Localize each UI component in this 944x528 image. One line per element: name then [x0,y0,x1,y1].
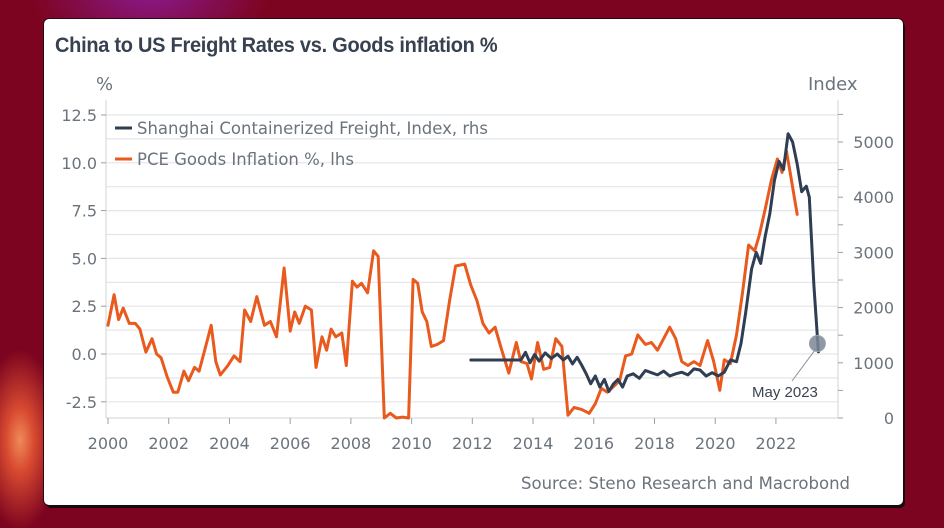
x-axis-tick-label: 2014 [513,434,554,453]
x-axis-tick-label: 2000 [88,434,129,453]
annotation-leader-line [791,349,816,382]
left-axis-tick-label: 10.0 [61,154,97,173]
x-axis-tick-label: 2006 [270,434,311,453]
right-axis-tick-label: 5000 [853,133,894,152]
left-axis-unit-label: % [96,74,113,95]
x-axis-tick-label: 2018 [634,434,675,453]
series-lines [106,132,820,420]
series-line-pce-goods-inflation [106,149,799,420]
x-axis-tick-label: 2022 [756,434,797,453]
legend-label-pce: PCE Goods Inflation %, lhs [137,150,354,169]
left-axis-tick-label: 0.0 [72,345,97,364]
axes: % Index -2.5 0.0 2.5 5.0 7.5 10.0 12.5 0 1000 200… [61,74,894,453]
annotation-label-may-2023: May 2023 [752,384,818,401]
left-axis-tick-label: 5.0 [72,249,97,268]
x-axis-tick-label: 2012 [452,434,493,453]
x-axis-tick-label: 2008 [331,434,372,453]
right-axis-tick-label: 4000 [853,188,894,207]
annotation-marker [808,334,826,352]
right-axis-tick-label: 3000 [853,243,894,262]
right-axis-tick-label: 2000 [853,299,894,318]
x-axis-tick-label: 2002 [148,434,189,453]
right-axis-unit-label: Index [808,74,858,95]
right-axis-tick-label: 0 [884,409,894,428]
gridlines [106,114,838,403]
source-note: Source: Steno Research and Macrobond [521,474,850,493]
annotations: May 2023 [752,334,826,401]
right-axis-tick-label: 1000 [853,354,894,373]
x-axis-tick-label: 2020 [695,434,736,453]
left-axis-tick-label: 12.5 [61,106,97,125]
series-line-shanghai-freight [469,132,820,393]
left-axis-tick-label: -2.5 [66,393,97,412]
left-axis-tick-label: 2.5 [72,297,97,316]
legend: Shanghai Containerized Freight, Index, r… [115,119,488,169]
chart-title: China to US Freight Rates vs. Goods infl… [55,33,498,57]
x-axis-tick-label: 2010 [391,434,432,453]
left-axis-tick-label: 7.5 [72,202,97,221]
legend-label-freight: Shanghai Containerized Freight, Index, r… [137,119,488,138]
x-axis-tick-label: 2016 [573,434,614,453]
x-axis-tick-label: 2004 [209,434,250,453]
